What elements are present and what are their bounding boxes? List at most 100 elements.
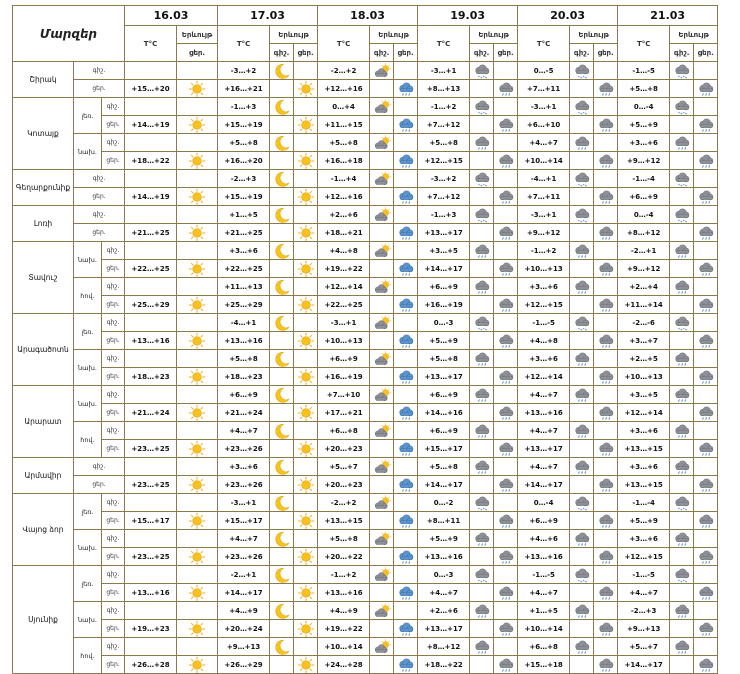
temperature-value: -1…-4 [617, 169, 671, 188]
weather-icon-cell [469, 493, 495, 512]
empty-weather-cell [369, 331, 395, 350]
empty-weather-cell [369, 475, 395, 494]
forecast-row: ցեր. +26…+28 +26…+29 +24…+28 +18…+22 +15…+18 +… [13, 655, 719, 674]
empty-weather-cell [369, 655, 395, 674]
empty-weather-cell [369, 583, 395, 602]
empty-weather-cell [669, 619, 695, 638]
empty-weather-cell [469, 619, 495, 638]
temperature-value: +2…+6 [417, 601, 471, 620]
weather-icon-cell [493, 547, 519, 566]
weather-icon-cell [369, 97, 395, 116]
temperature-value: +13…+16 [124, 583, 178, 602]
forecast-row: Կոտայք լեռ. գիշ. -1…+3 0…+4 -1…+2 -3…+1 0…-4 [12, 97, 719, 170]
weather-icon-cell [693, 511, 719, 530]
weather-icon-cell [569, 349, 595, 368]
weather-icon-cell [269, 601, 295, 620]
weather-icon-cell [669, 421, 695, 440]
empty-weather-cell [393, 493, 419, 512]
temperature-value: +13…+16 [124, 331, 178, 350]
forecast-row: Տավուշ նախ. գիշ. +3…+6 +4…+8 +3…+5 -1…+2 -2…+1 [12, 241, 719, 314]
weather-icon-cell [269, 277, 295, 296]
empty-weather-cell [469, 367, 495, 386]
empty-weather-cell [269, 79, 295, 98]
weather-header: Երևույթ [469, 25, 519, 44]
empty-weather-cell [469, 655, 495, 674]
temperature-value: +26…+29 [217, 655, 271, 674]
temperature-value: -2…-6 [617, 313, 671, 332]
weather-icon-cell [369, 637, 395, 656]
temperature-header: T°C [124, 25, 178, 62]
weather-icon-cell [593, 115, 619, 134]
temperature-value: +5…+9 [417, 529, 471, 548]
empty-weather-cell [393, 169, 419, 188]
empty-weather-cell [569, 79, 595, 98]
temperature-value: +4…+7 [417, 583, 471, 602]
empty-weather-cell [293, 637, 319, 656]
weather-icon-cell [293, 367, 319, 386]
empty-weather-cell [669, 655, 695, 674]
weather-icon-cell [176, 115, 219, 134]
weather-icon-cell [693, 547, 719, 566]
empty-weather-cell [269, 403, 295, 422]
empty-weather-cell [669, 187, 695, 206]
weather-icon-cell [269, 349, 295, 368]
empty-weather-cell [469, 295, 495, 314]
temperature-value: -1…-5 [517, 313, 571, 332]
terrain-label: լեռ. [73, 313, 102, 350]
temperature-value: +3…+6 [617, 133, 671, 152]
temperature-value: -1…-5 [617, 61, 671, 80]
temperature-value: +15…+19 [217, 115, 271, 134]
temperature-value: +13…+15 [617, 439, 671, 458]
temperature-value: -2…+1 [617, 241, 671, 260]
weather-icon-cell [569, 133, 595, 152]
empty-weather-cell [693, 457, 719, 476]
empty-weather-cell [269, 439, 295, 458]
temperature-header: T°C [617, 25, 671, 62]
empty-weather-cell [293, 313, 319, 332]
weather-icon-cell [493, 583, 519, 602]
weather-icon-cell [669, 493, 695, 512]
temperature-value: 0…-5 [517, 61, 571, 80]
weather-icon-cell [693, 331, 719, 350]
temperature-value: +13…+17 [417, 223, 471, 242]
weather-icon-cell [593, 187, 619, 206]
temperature-value: -4…+1 [517, 169, 571, 188]
weather-icon-cell [469, 133, 495, 152]
empty-weather-cell [369, 151, 395, 170]
temperature-value: +9…+13 [617, 619, 671, 638]
time-of-day-label: ցեր. [72, 187, 126, 206]
temperature-value: -1…+2 [417, 97, 471, 116]
time-of-day-label: ցեր. [100, 547, 126, 566]
weather-icon-cell [693, 439, 719, 458]
empty-weather-cell [293, 421, 319, 440]
terrain-label: լեռ. [73, 565, 102, 602]
temperature-value: +13…+15 [317, 511, 371, 530]
empty-weather-cell [693, 637, 719, 656]
weather-icon-cell [669, 241, 695, 260]
weather-icon-cell [269, 313, 295, 332]
date-header: 18.03 [317, 5, 419, 26]
temperature-value: +7…+10 [317, 385, 371, 404]
temperature-value [124, 421, 178, 440]
empty-weather-cell [593, 601, 619, 620]
time-of-day-label: գիշ. [72, 169, 126, 188]
empty-weather-cell [493, 349, 519, 368]
time-of-day-label: գիշ. [100, 421, 126, 440]
temperature-value: 0…+4 [317, 97, 371, 116]
weather-icon-cell [569, 169, 595, 188]
empty-weather-cell [176, 601, 219, 620]
empty-weather-cell [693, 565, 719, 584]
empty-weather-cell [393, 241, 419, 260]
temperature-value: +15…+19 [217, 187, 271, 206]
temperature-value: +6…+9 [417, 385, 471, 404]
empty-weather-cell [293, 385, 319, 404]
weather-icon-cell [569, 601, 595, 620]
weather-icon-cell [593, 295, 619, 314]
time-of-day-label: ցեր. [72, 79, 126, 98]
forecast-row: նախ. գիշ. +5…+8 +6…+9 +5…+8 +3…+6 +2…+5 [13, 349, 719, 386]
empty-weather-cell [269, 547, 295, 566]
temperature-value: +21…+24 [217, 403, 271, 422]
temperature-value: +3…+5 [417, 241, 471, 260]
forecast-row: Արագածոտն լեռ. գիշ. -4…+1 -3…+1 0…-3 -1…-5 -2…-… [12, 313, 719, 386]
empty-weather-cell [369, 79, 395, 98]
